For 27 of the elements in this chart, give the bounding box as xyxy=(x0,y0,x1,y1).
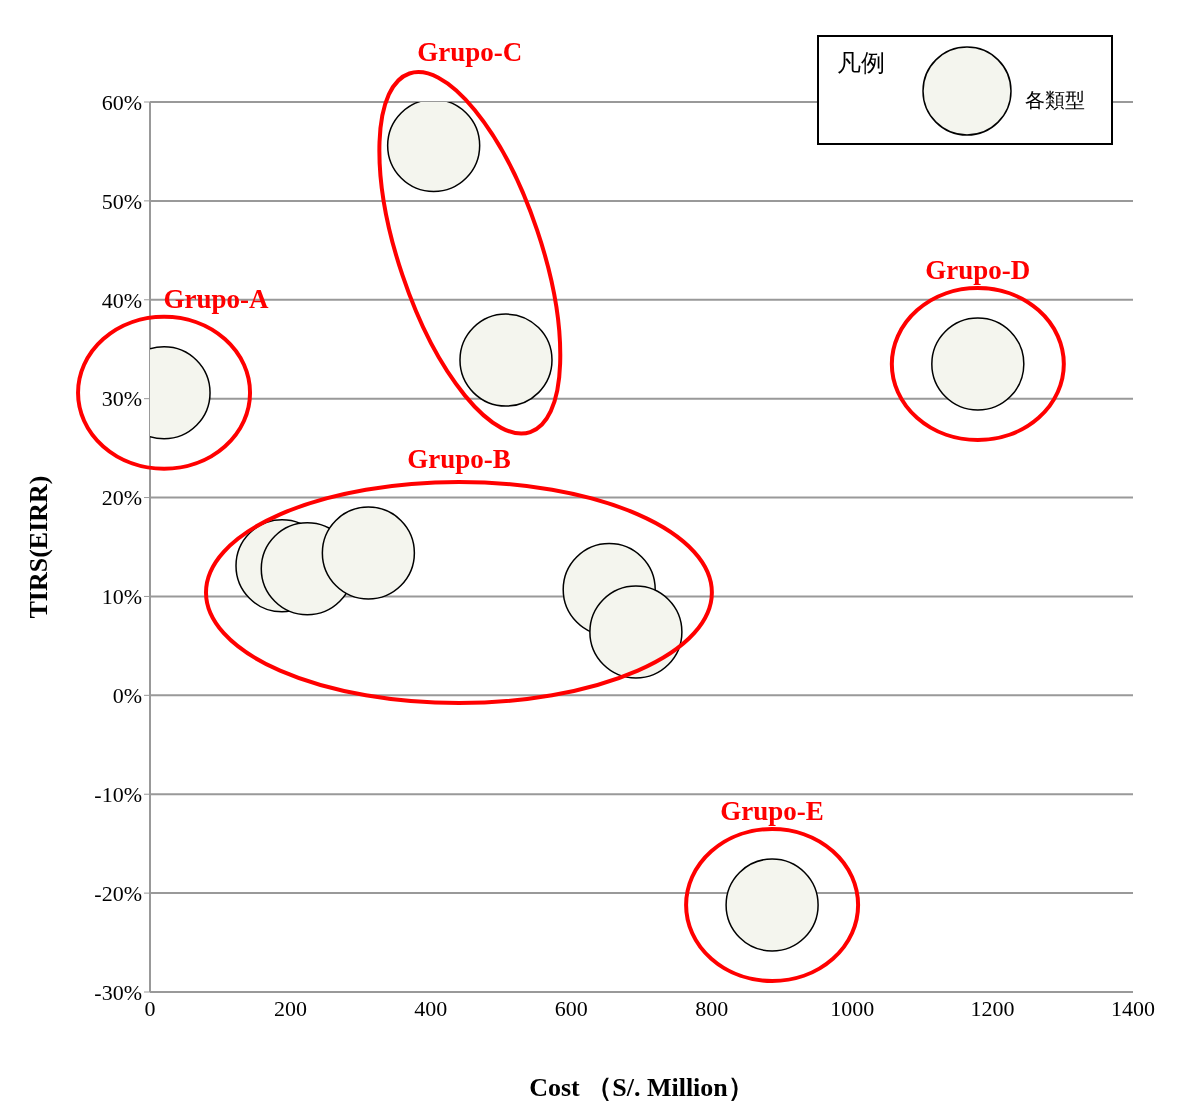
x-tick-label: 0 xyxy=(144,995,156,1021)
x-tick-label: 400 xyxy=(414,995,448,1021)
x-tick-label: 200 xyxy=(273,995,307,1021)
y-axis-title: TIRS(EIRR) xyxy=(24,475,54,619)
annotation: 各類型 xyxy=(1025,87,1085,114)
y-tick-label: -30% xyxy=(94,979,142,1005)
legend-title: 凡例 xyxy=(837,48,885,79)
y-tick-label: 40% xyxy=(101,287,142,313)
series-label: Grupo-C xyxy=(417,36,523,67)
series-label: Grupo-B xyxy=(407,443,511,474)
series-label: Grupo-E xyxy=(720,795,824,826)
x-tick-label: 1200 xyxy=(970,995,1015,1021)
y-tick-label: 50% xyxy=(101,188,142,214)
y-tick-label: 10% xyxy=(101,584,142,610)
y-tick-label: 20% xyxy=(101,485,142,511)
y-tick-label: 60% xyxy=(101,89,142,115)
y-tick-label: 0% xyxy=(112,683,142,709)
x-tick-label: 600 xyxy=(554,995,588,1021)
x-axis-title: Cost （S/. Million） xyxy=(529,1073,754,1102)
series-label: Grupo-A xyxy=(163,283,269,314)
y-tick-label: -10% xyxy=(94,782,142,808)
x-tick-label: 1400 xyxy=(1111,995,1155,1021)
x-tick-label: 800 xyxy=(695,995,729,1021)
series-label: Grupo-D xyxy=(925,255,1031,286)
y-tick-label: 30% xyxy=(101,386,142,412)
y-tick-label: -20% xyxy=(94,880,142,906)
x-tick-label: 1000 xyxy=(830,995,875,1021)
